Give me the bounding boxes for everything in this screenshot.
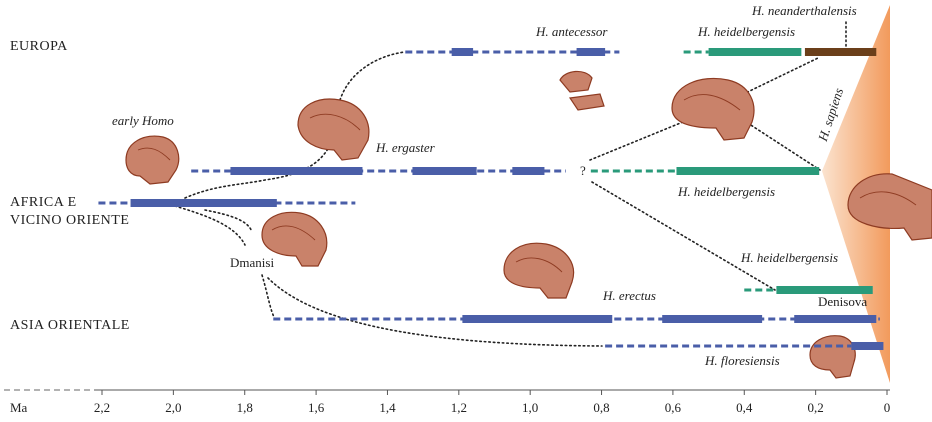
- species-label: Dmanisi: [230, 255, 274, 270]
- species-label: H. erectus: [602, 288, 656, 303]
- axis-unit: Ma: [10, 400, 28, 415]
- tick-label: 1,8: [237, 400, 253, 415]
- species-label: H. ergaster: [375, 140, 436, 155]
- labels: Ma 2,2 2,0 1,8 1,6 1,4 1,2 1,0 0,8 0,6 0,4 0,2 0 EURO…: [10, 3, 890, 415]
- tick-label: 0: [884, 400, 891, 415]
- species-label: H. neanderthalensis: [751, 3, 857, 18]
- lineages: [4, 48, 890, 395]
- species-label: H. floresiensis: [704, 353, 780, 368]
- tick-label: 0,6: [665, 400, 682, 415]
- tick-label: 1,2: [451, 400, 467, 415]
- species-label: H. heidelbergensis: [697, 24, 795, 39]
- species-label: H. heidelbergensis: [677, 184, 775, 199]
- region-label: EUROPA: [10, 39, 68, 54]
- tick-label: 1,4: [379, 400, 396, 415]
- skull-illustrations: [125, 70, 932, 379]
- tick-label: 2,0: [165, 400, 181, 415]
- region-label: AFRICA E: [10, 195, 77, 210]
- tick-label: 0,8: [593, 400, 609, 415]
- species-label: ?: [580, 163, 586, 178]
- species-label: H. heidelbergensis: [740, 250, 838, 265]
- tick-label: 0,4: [736, 400, 753, 415]
- tick-label: 0,2: [808, 400, 824, 415]
- tick-label: 2,2: [94, 400, 110, 415]
- tick-label: 1,6: [308, 400, 325, 415]
- tick-label: 1,0: [522, 400, 538, 415]
- region-label: VICINO ORIENTE: [10, 213, 129, 228]
- region-label: ASIA ORIENTALE: [10, 318, 130, 333]
- species-label: Denisova: [818, 294, 867, 309]
- species-label: early Homo: [112, 113, 174, 128]
- species-label: H. antecessor: [535, 24, 608, 39]
